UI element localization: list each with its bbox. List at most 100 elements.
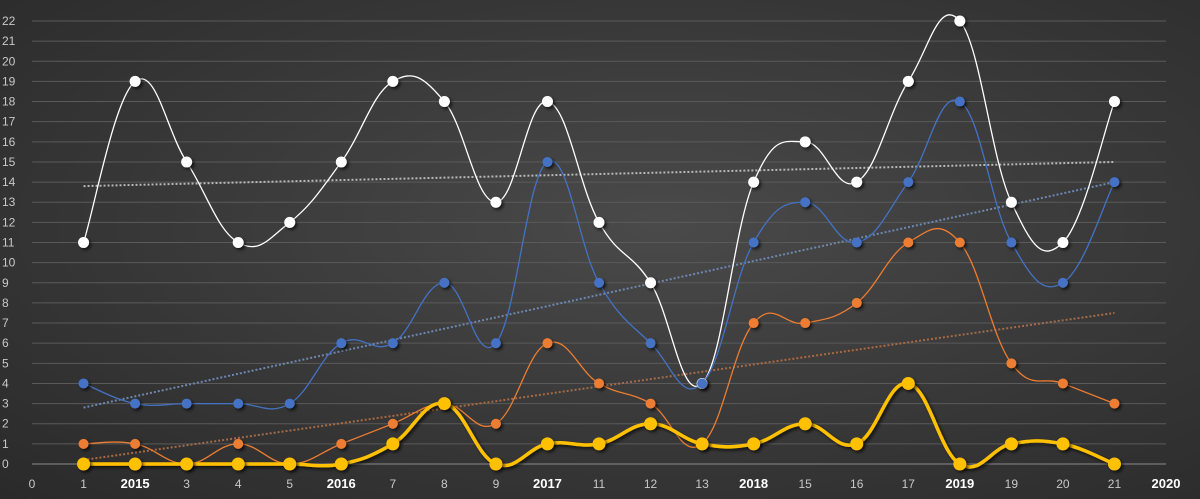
data-point-s3-17: [903, 237, 914, 248]
x-tick-label: 21: [1108, 477, 1122, 491]
data-point-s3-1: [78, 438, 89, 449]
grid-lines: [32, 20, 1166, 465]
data-point-s1-15: [799, 136, 811, 148]
y-tick-label: 18: [2, 95, 16, 109]
x-tick-label: 7: [389, 477, 396, 491]
data-point-s2-18: [954, 96, 965, 107]
x-tick-label: 3: [183, 477, 190, 491]
data-point-s1-19: [1005, 196, 1017, 208]
x-tick-label: 19: [1005, 477, 1019, 491]
x-tick-label: 2019: [945, 476, 974, 491]
data-point-s2-9: [490, 338, 501, 349]
x-tick-label: 16: [850, 477, 864, 491]
data-point-s3-7: [387, 418, 398, 429]
data-point-s3-4: [233, 438, 244, 449]
data-point-s2-14: [748, 237, 759, 248]
x-axis-ticks: 0 1 2015 3 4 5 2016 7 8 9 2017 11 12 13 2018 15 16 17 2019…: [29, 476, 1181, 491]
data-point-s4-3: [180, 457, 194, 471]
data-point-s2-1: [78, 378, 89, 389]
data-point-s2-17: [903, 177, 914, 188]
data-point-s4-19: [1004, 437, 1018, 451]
data-point-s3-6: [336, 438, 347, 449]
data-points: [77, 15, 1121, 471]
series-line-1: [82, 14, 1116, 387]
trendlines: [83, 160, 1115, 461]
data-point-s1-18: [954, 15, 966, 27]
y-tick-label: 10: [2, 256, 16, 270]
y-tick-label: 20: [2, 54, 16, 68]
data-point-s1-11: [593, 216, 605, 228]
data-point-s4-4: [231, 457, 245, 471]
x-tick-label: 11: [593, 477, 606, 491]
x-tick-label: 17: [902, 477, 916, 491]
y-tick-label: 1: [2, 437, 9, 451]
data-point-s3-19: [1006, 358, 1017, 369]
y-tick-label: 7: [2, 316, 9, 330]
y-tick-label: 21: [2, 34, 16, 48]
data-point-s4-5: [283, 457, 297, 471]
y-tick-label: 14: [2, 175, 16, 189]
data-point-s1-3: [181, 156, 193, 168]
y-tick-label: 4: [2, 376, 9, 390]
series-line-4: [83, 381, 1116, 469]
data-point-s3-12: [645, 398, 656, 409]
x-tick-label: 1: [80, 477, 87, 491]
y-tick-label: 19: [2, 74, 16, 88]
data-point-s4-17: [901, 376, 915, 390]
x-tick-label: 2020: [1152, 476, 1181, 491]
data-point-s1-4: [232, 237, 244, 248]
y-tick-label: 16: [2, 135, 16, 149]
data-point-s2-3: [181, 398, 192, 409]
y-tick-label: 0: [2, 457, 9, 471]
x-tick-label: 12: [644, 477, 658, 491]
data-point-s4-15: [798, 417, 812, 431]
x-tick-label: 0: [29, 477, 36, 491]
data-point-s3-11: [594, 378, 604, 389]
x-tick-label: 9: [493, 477, 500, 491]
x-tick-label: 4: [235, 477, 242, 491]
data-point-s3-2: [130, 438, 141, 449]
y-tick-label: 13: [2, 195, 16, 209]
y-tick-label: 9: [2, 276, 9, 290]
data-point-s2-13: [697, 378, 708, 389]
y-tick-label: 11: [2, 236, 15, 250]
data-point-s2-16: [851, 237, 862, 248]
data-point-s4-1: [77, 457, 91, 471]
data-point-s1-6: [335, 156, 347, 168]
data-point-s1-5: [284, 216, 296, 228]
data-point-s1-20: [1057, 237, 1069, 248]
data-point-s3-10: [542, 338, 553, 349]
y-tick-label: 8: [2, 296, 9, 310]
data-point-s1-10: [541, 96, 553, 108]
y-tick-label: 22: [2, 14, 16, 28]
x-tick-label: 2017: [533, 476, 562, 491]
x-tick-label: 2016: [327, 476, 356, 491]
data-point-s2-6: [336, 338, 347, 349]
data-point-s4-18: [953, 457, 967, 471]
y-tick-label: 15: [2, 155, 16, 169]
data-point-s3-14: [748, 318, 759, 329]
x-tick-label: 15: [799, 477, 813, 491]
data-point-s4-2: [128, 457, 142, 471]
data-point-s1-2: [129, 75, 141, 87]
data-point-s4-13: [695, 437, 709, 451]
data-point-s1-8: [438, 96, 450, 108]
y-tick-label: 3: [2, 397, 9, 411]
data-point-s2-5: [284, 398, 295, 409]
data-point-s1-7: [387, 75, 399, 87]
data-point-s4-20: [1056, 437, 1070, 451]
data-point-s2-8: [439, 277, 450, 288]
x-tick-label: 13: [695, 477, 709, 491]
data-point-s3-21: [1109, 398, 1120, 409]
series-line-2: [83, 99, 1116, 410]
data-point-s2-12: [645, 338, 656, 349]
data-point-s2-20: [1057, 277, 1068, 288]
data-point-s4-9: [489, 457, 503, 471]
data-point-s2-2: [130, 398, 141, 409]
data-point-s4-21: [1107, 457, 1121, 471]
data-point-s2-19: [1006, 237, 1017, 248]
data-point-s4-16: [850, 437, 864, 451]
y-tick-label: 2: [2, 417, 9, 431]
